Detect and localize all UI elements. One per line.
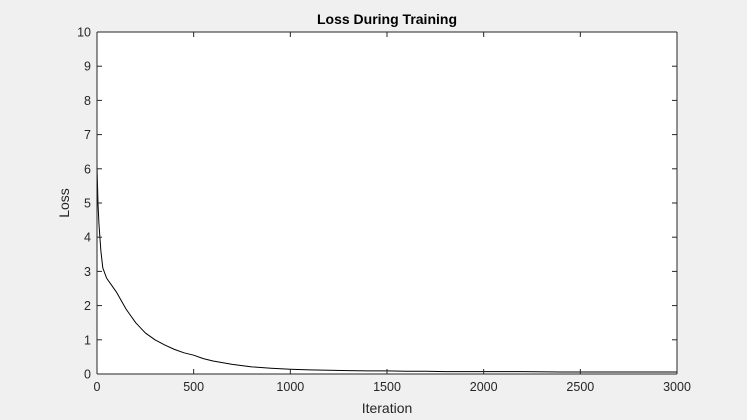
y-tick-label: 9 bbox=[84, 60, 91, 74]
x-tick-label: 2500 bbox=[566, 380, 594, 394]
x-tick-label: 3000 bbox=[663, 380, 691, 394]
x-tick-label: 1500 bbox=[373, 380, 401, 394]
y-tick-label: 1 bbox=[84, 333, 91, 347]
x-axis-label: Iteration bbox=[362, 400, 413, 416]
plot-area bbox=[97, 32, 677, 374]
y-axis-label: Loss bbox=[56, 188, 72, 218]
y-tick-label: 4 bbox=[84, 231, 91, 245]
loss-series-line bbox=[96, 165, 677, 373]
y-tick-label: 3 bbox=[84, 265, 91, 279]
x-tick-label: 2000 bbox=[470, 380, 498, 394]
y-tick-label: 5 bbox=[84, 197, 91, 211]
y-tick-label: 6 bbox=[84, 162, 91, 176]
x-tick-label: 500 bbox=[183, 380, 204, 394]
axes-layer: 0 500 1000 1500 2000 2500 3000 0 1 2 3 4 5 6 7 8 9 10 bbox=[77, 26, 691, 395]
y-tick-label: 0 bbox=[84, 368, 91, 382]
x-tick-label: 0 bbox=[94, 380, 101, 394]
y-tick-label: 8 bbox=[84, 94, 91, 108]
y-tick-label: 2 bbox=[84, 299, 91, 313]
x-tick-label: 1000 bbox=[276, 380, 304, 394]
chart-title: Loss During Training bbox=[317, 11, 457, 27]
series-layer bbox=[96, 165, 677, 373]
y-tick-label: 7 bbox=[84, 128, 91, 142]
y-tick-label: 10 bbox=[77, 26, 91, 40]
